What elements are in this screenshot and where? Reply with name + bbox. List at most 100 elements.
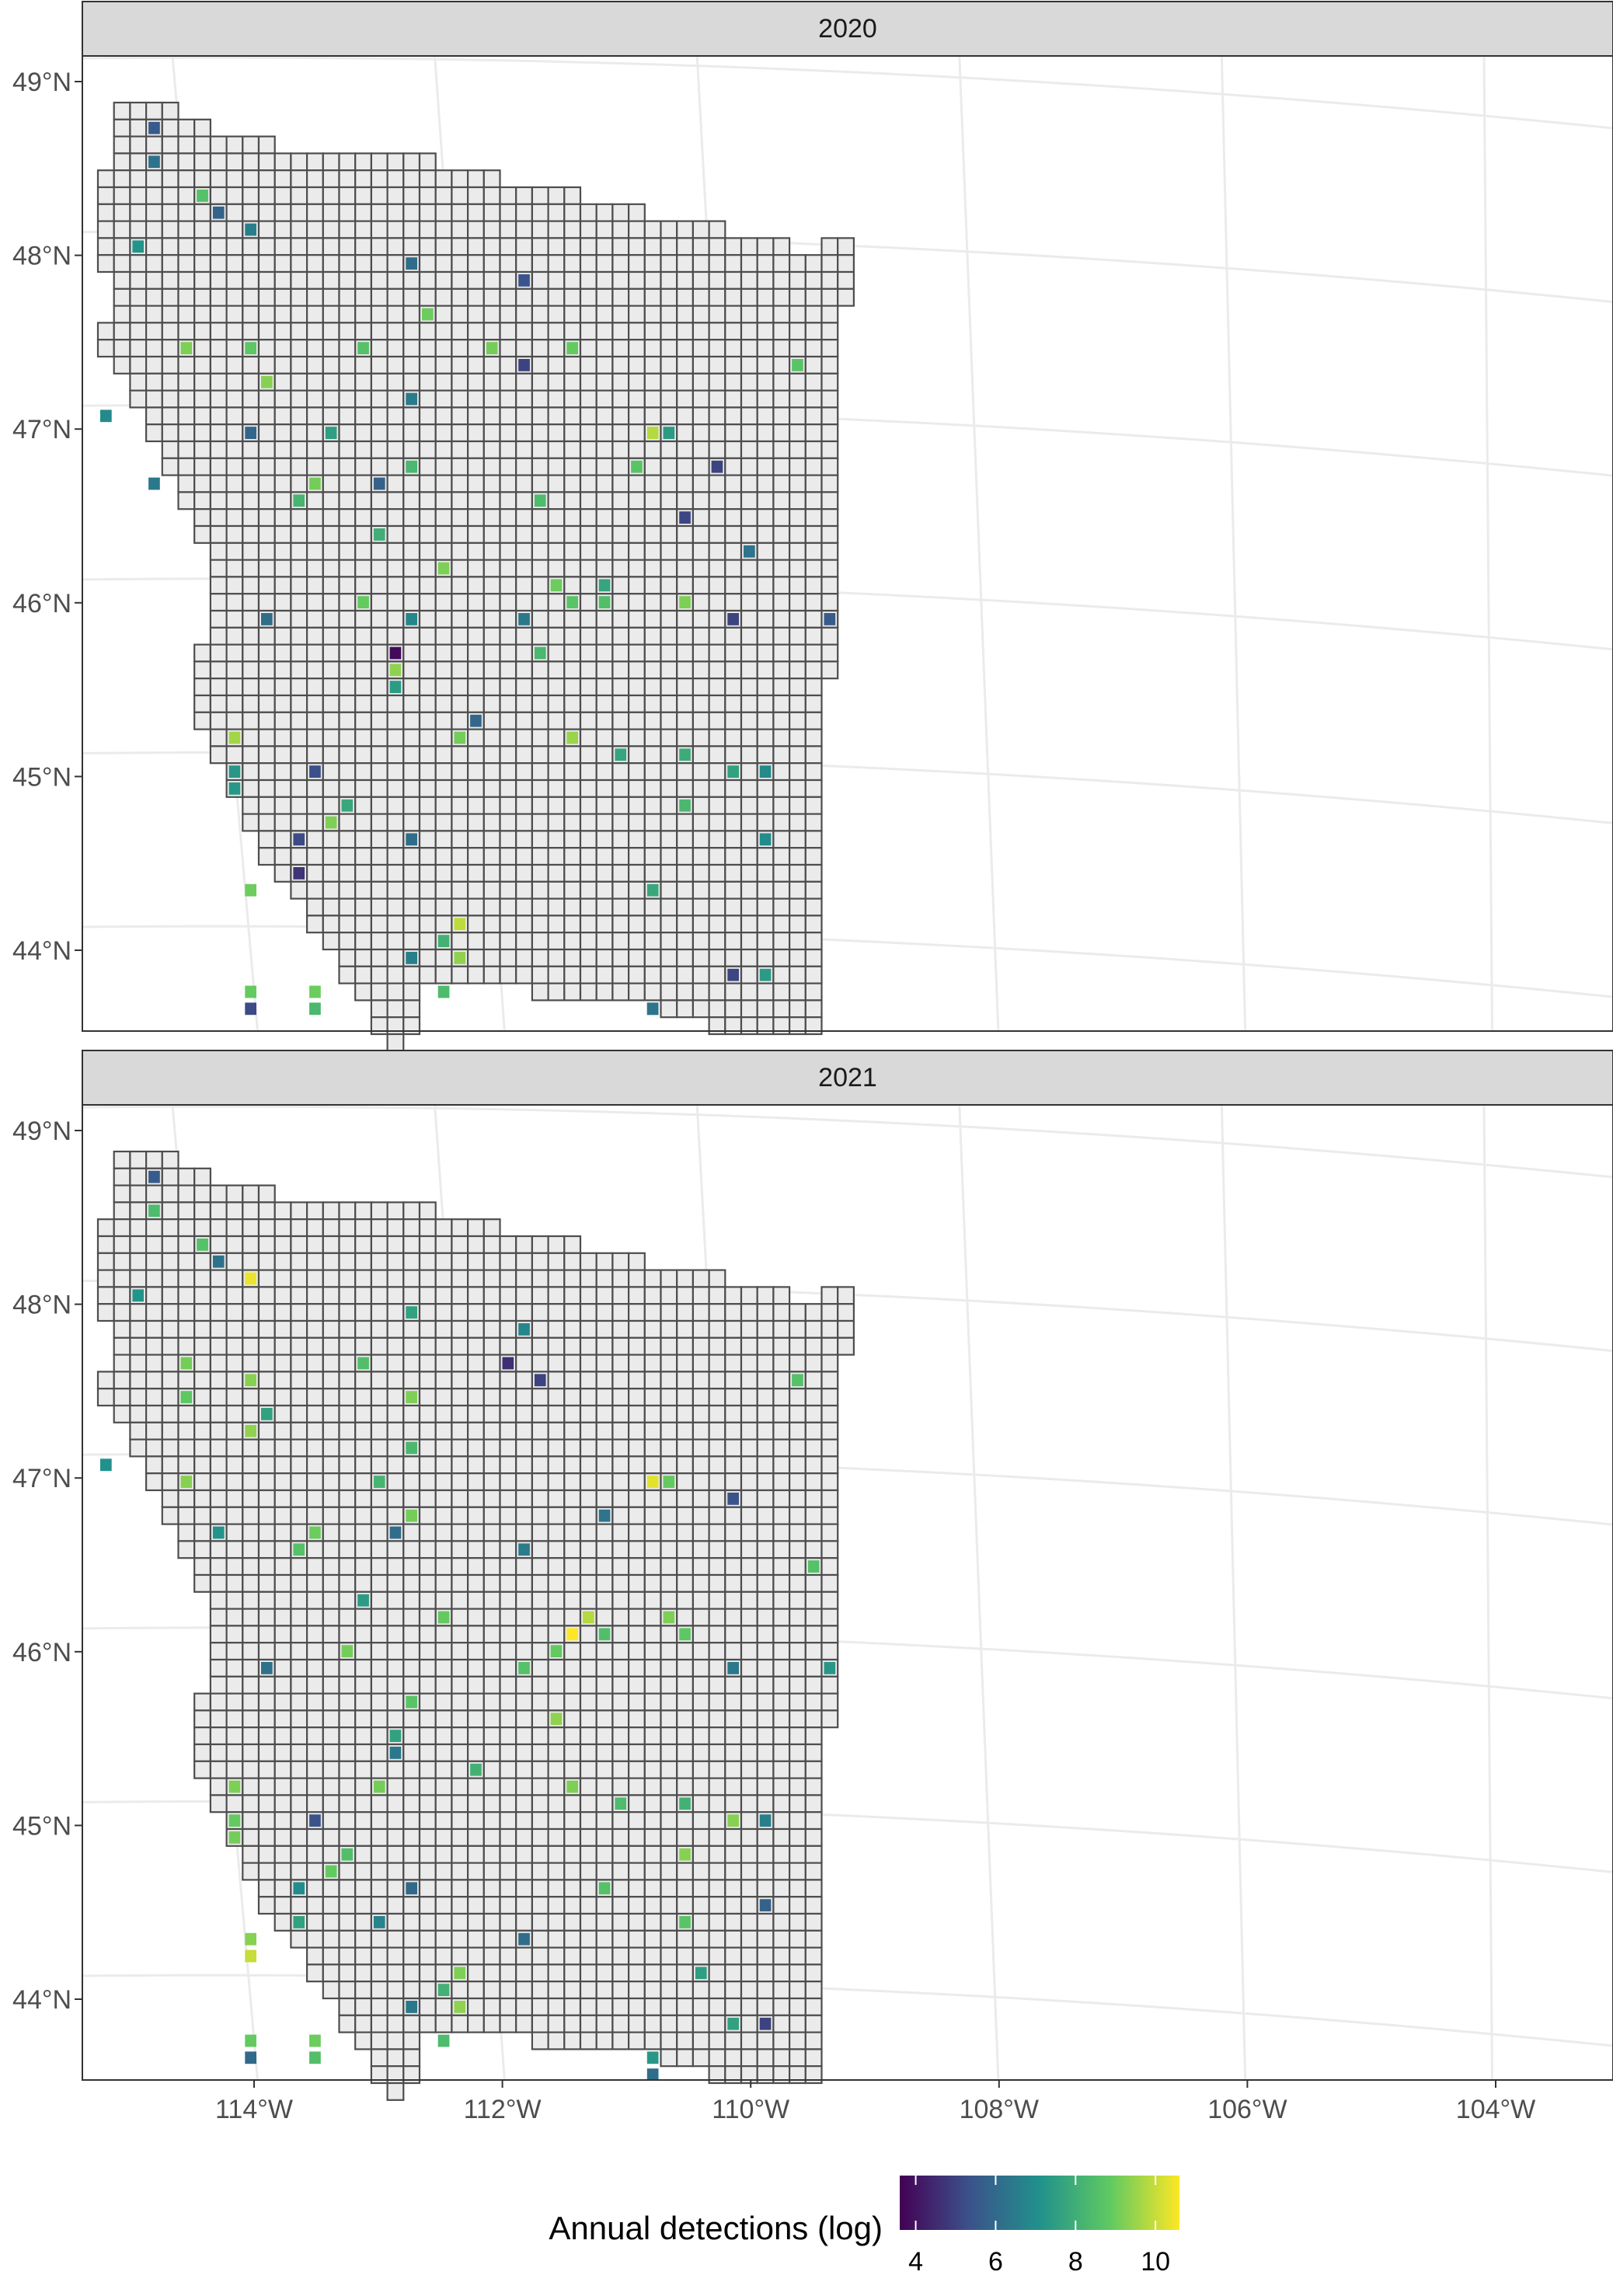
grid-cell [627,593,646,612]
grid-cell [515,1489,534,1508]
grid-cell [756,1946,775,1966]
grid-cell [804,254,823,273]
grid-cell [129,135,148,155]
grid-cell [290,1303,308,1322]
grid-cell [145,339,163,358]
grid-cell [129,322,148,341]
grid-cell [627,372,646,392]
grid-cell [451,305,469,324]
grid-cell [563,1963,582,1983]
grid-cell [257,1608,276,1627]
grid-cell [273,643,292,663]
grid-cell [708,1625,726,1644]
grid-cell [692,1523,710,1542]
grid-cell [692,1827,710,1847]
grid-cell [161,406,179,426]
grid-cell [370,643,388,663]
detection-cell [406,1306,417,1319]
grid-cell [418,694,437,713]
grid-cell [547,1608,566,1627]
grid-cell [772,305,791,324]
grid-cell [466,965,485,984]
detection-cell [309,2051,321,2064]
grid-cell [113,1252,131,1271]
grid-cell [563,1388,582,1407]
grid-cell [579,626,597,646]
detection-cell [759,968,772,981]
grid-cell [724,1336,743,1356]
grid-cell [531,542,549,561]
grid-cell [209,1438,228,1458]
grid-cell [692,339,710,358]
grid-cell [676,678,695,697]
grid-cell [225,355,244,375]
grid-cell [515,593,534,612]
grid-cell [370,1218,388,1238]
grid-cell [611,728,630,747]
grid-cell [129,1371,148,1390]
grid-cell [531,813,549,832]
grid-cell [692,237,710,256]
y-tick-label: 47°N [12,1464,71,1493]
grid-cell [354,322,373,341]
grid-cell [499,254,517,273]
grid-cell [627,830,646,849]
grid-cell [386,186,405,205]
grid-cell [660,609,678,629]
grid-cell [306,1862,324,1881]
grid-cell [306,1709,324,1729]
x-tick-label: 108°W [960,2095,1039,2124]
grid-cell [547,609,566,629]
grid-cell [772,1946,791,1966]
grid-cell [451,1286,469,1305]
grid-cell [145,101,163,120]
grid-cell [756,1777,775,1796]
grid-cell [627,1252,646,1271]
grid-cell [547,897,566,917]
grid-cell [273,1811,292,1831]
grid-cell [579,1760,597,1779]
grid-cell [724,1845,743,1864]
grid-cell [257,1726,276,1746]
grid-cell [611,1743,630,1762]
grid-cell [724,1506,743,1525]
grid-cell [756,389,775,409]
grid-cell [338,305,357,324]
grid-cell [676,1709,695,1729]
grid-cell [306,203,324,222]
grid-cell [595,1963,614,1983]
grid-cell [418,745,437,765]
grid-cell [756,576,775,595]
grid-cell [563,1523,582,1542]
grid-cell [563,915,582,934]
detection-cell [663,1611,675,1624]
grid-cell [676,609,695,629]
grid-cell [595,1726,614,1746]
grid-cell [290,1523,308,1542]
grid-cell [740,559,758,578]
grid-cell [804,1845,823,1864]
grid-cell [611,1879,630,1898]
grid-cell [129,169,148,189]
grid-cell [386,982,405,1002]
grid-cell [370,237,388,256]
grid-cell [209,542,228,561]
grid-cell [692,322,710,341]
grid-cell [306,423,324,443]
grid-cell [804,643,823,663]
grid-cell [306,372,324,392]
grid-cell [451,389,469,409]
grid-cell [627,1929,646,1949]
grid-cell [177,305,196,324]
grid-cell [579,372,597,392]
grid-cell [708,254,726,273]
grid-cell [756,270,775,290]
grid-cell [322,762,340,782]
grid-cell [756,796,775,815]
grid-cell [660,830,678,849]
grid-cell [740,678,758,697]
grid-cell [257,694,276,713]
grid-cell [660,1319,678,1339]
grid-cell [418,678,437,697]
grid-cell [386,1201,405,1221]
